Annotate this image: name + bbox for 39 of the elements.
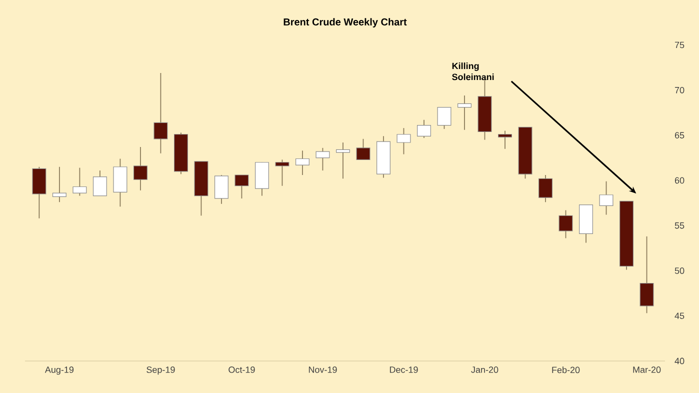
x-tick-label: Aug-19 [44, 366, 74, 375]
candlestick [599, 180, 614, 216]
candlestick [275, 159, 290, 186]
y-tick-label: 45 [674, 312, 684, 319]
y-tick-label: 40 [674, 358, 684, 364]
y-tick-label: 70 [674, 86, 684, 94]
x-tick-label: Dec-19 [390, 366, 418, 373]
x-tick-label: Feb-20 [552, 366, 580, 374]
candlestick [336, 142, 350, 180]
candlestick [295, 150, 310, 176]
y-tick-label: 50 [674, 268, 684, 274]
candlestick [52, 166, 66, 203]
candlestick [92, 170, 107, 196]
x-tick-label: Oct-19 [228, 366, 255, 373]
y-tick-label: 75 [674, 42, 684, 48]
x-tick-label: Nov-19 [308, 366, 337, 373]
x-tick-label: Mar-20 [633, 366, 661, 373]
y-tick-label: 60 [674, 177, 684, 184]
candlestick [437, 106, 452, 130]
candlestick [640, 236, 654, 314]
y-tick-label: 55 [674, 222, 684, 229]
x-tick-label: Sep-19 [146, 366, 175, 375]
candlestick [558, 210, 573, 239]
candlestick [498, 130, 512, 150]
candlestick [396, 128, 411, 155]
candlestick [316, 147, 330, 171]
candlestick [417, 119, 431, 138]
candlestick [356, 138, 370, 160]
candlestick [214, 174, 228, 204]
candlestick [133, 146, 148, 191]
candlestick [458, 95, 472, 130]
candlestick [538, 174, 552, 203]
candlestick [154, 72, 168, 154]
y-tick-label: 65 [674, 132, 684, 138]
chart-title: Brent Crude Weekly Chart [284, 18, 407, 28]
candlestick [72, 167, 87, 196]
annotation: Killing Soleimani [452, 62, 494, 80]
candlestick [234, 174, 249, 199]
x-tick-label: Jan-20 [471, 366, 498, 373]
